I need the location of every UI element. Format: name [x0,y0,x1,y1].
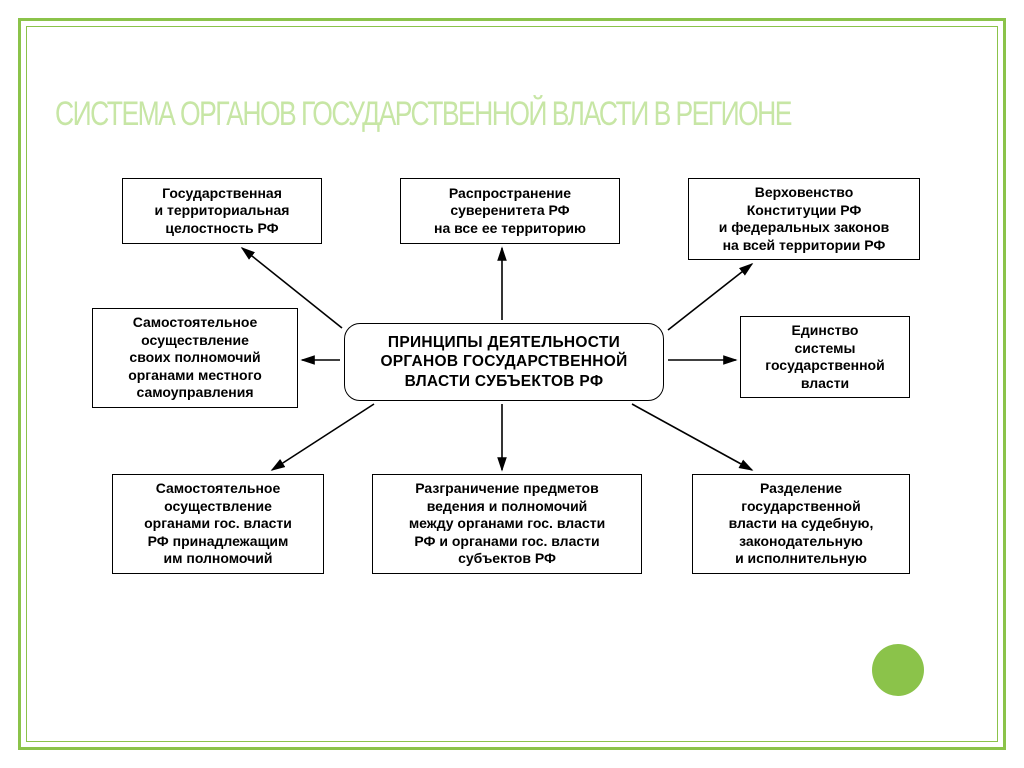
principles-diagram: ПРИНЦИПЫ ДЕЯТЕЛЬНОСТИОРГАНОВ ГОСУДАРСТВЕ… [92,178,930,598]
diagram-node: Самостоятельноеосуществлениеорганами гос… [112,474,324,574]
diagram-node: Разделениегосударственнойвласти на судеб… [692,474,910,574]
center-node: ПРИНЦИПЫ ДЕЯТЕЛЬНОСТИОРГАНОВ ГОСУДАРСТВЕ… [344,323,664,401]
diagram-node: Государственнаяи территориальнаяцелостно… [122,178,322,244]
diagram-node: Самостоятельноеосуществлениесвоих полном… [92,308,298,408]
decor-circle-icon [872,644,924,696]
diagram-node: ВерховенствоКонституции РФи федеральных … [688,178,920,260]
diagram-node: Разграничение предметовведения и полномо… [372,474,642,574]
diagram-node: Единствосистемыгосударственнойвласти [740,316,910,398]
slide-title: СИСТЕМА ОРГАНОВ ГОСУДАРСТВЕННОЙ ВЛАСТИ В… [55,95,791,134]
diagram-node: Распространениесуверенитета РФна все ее … [400,178,620,244]
